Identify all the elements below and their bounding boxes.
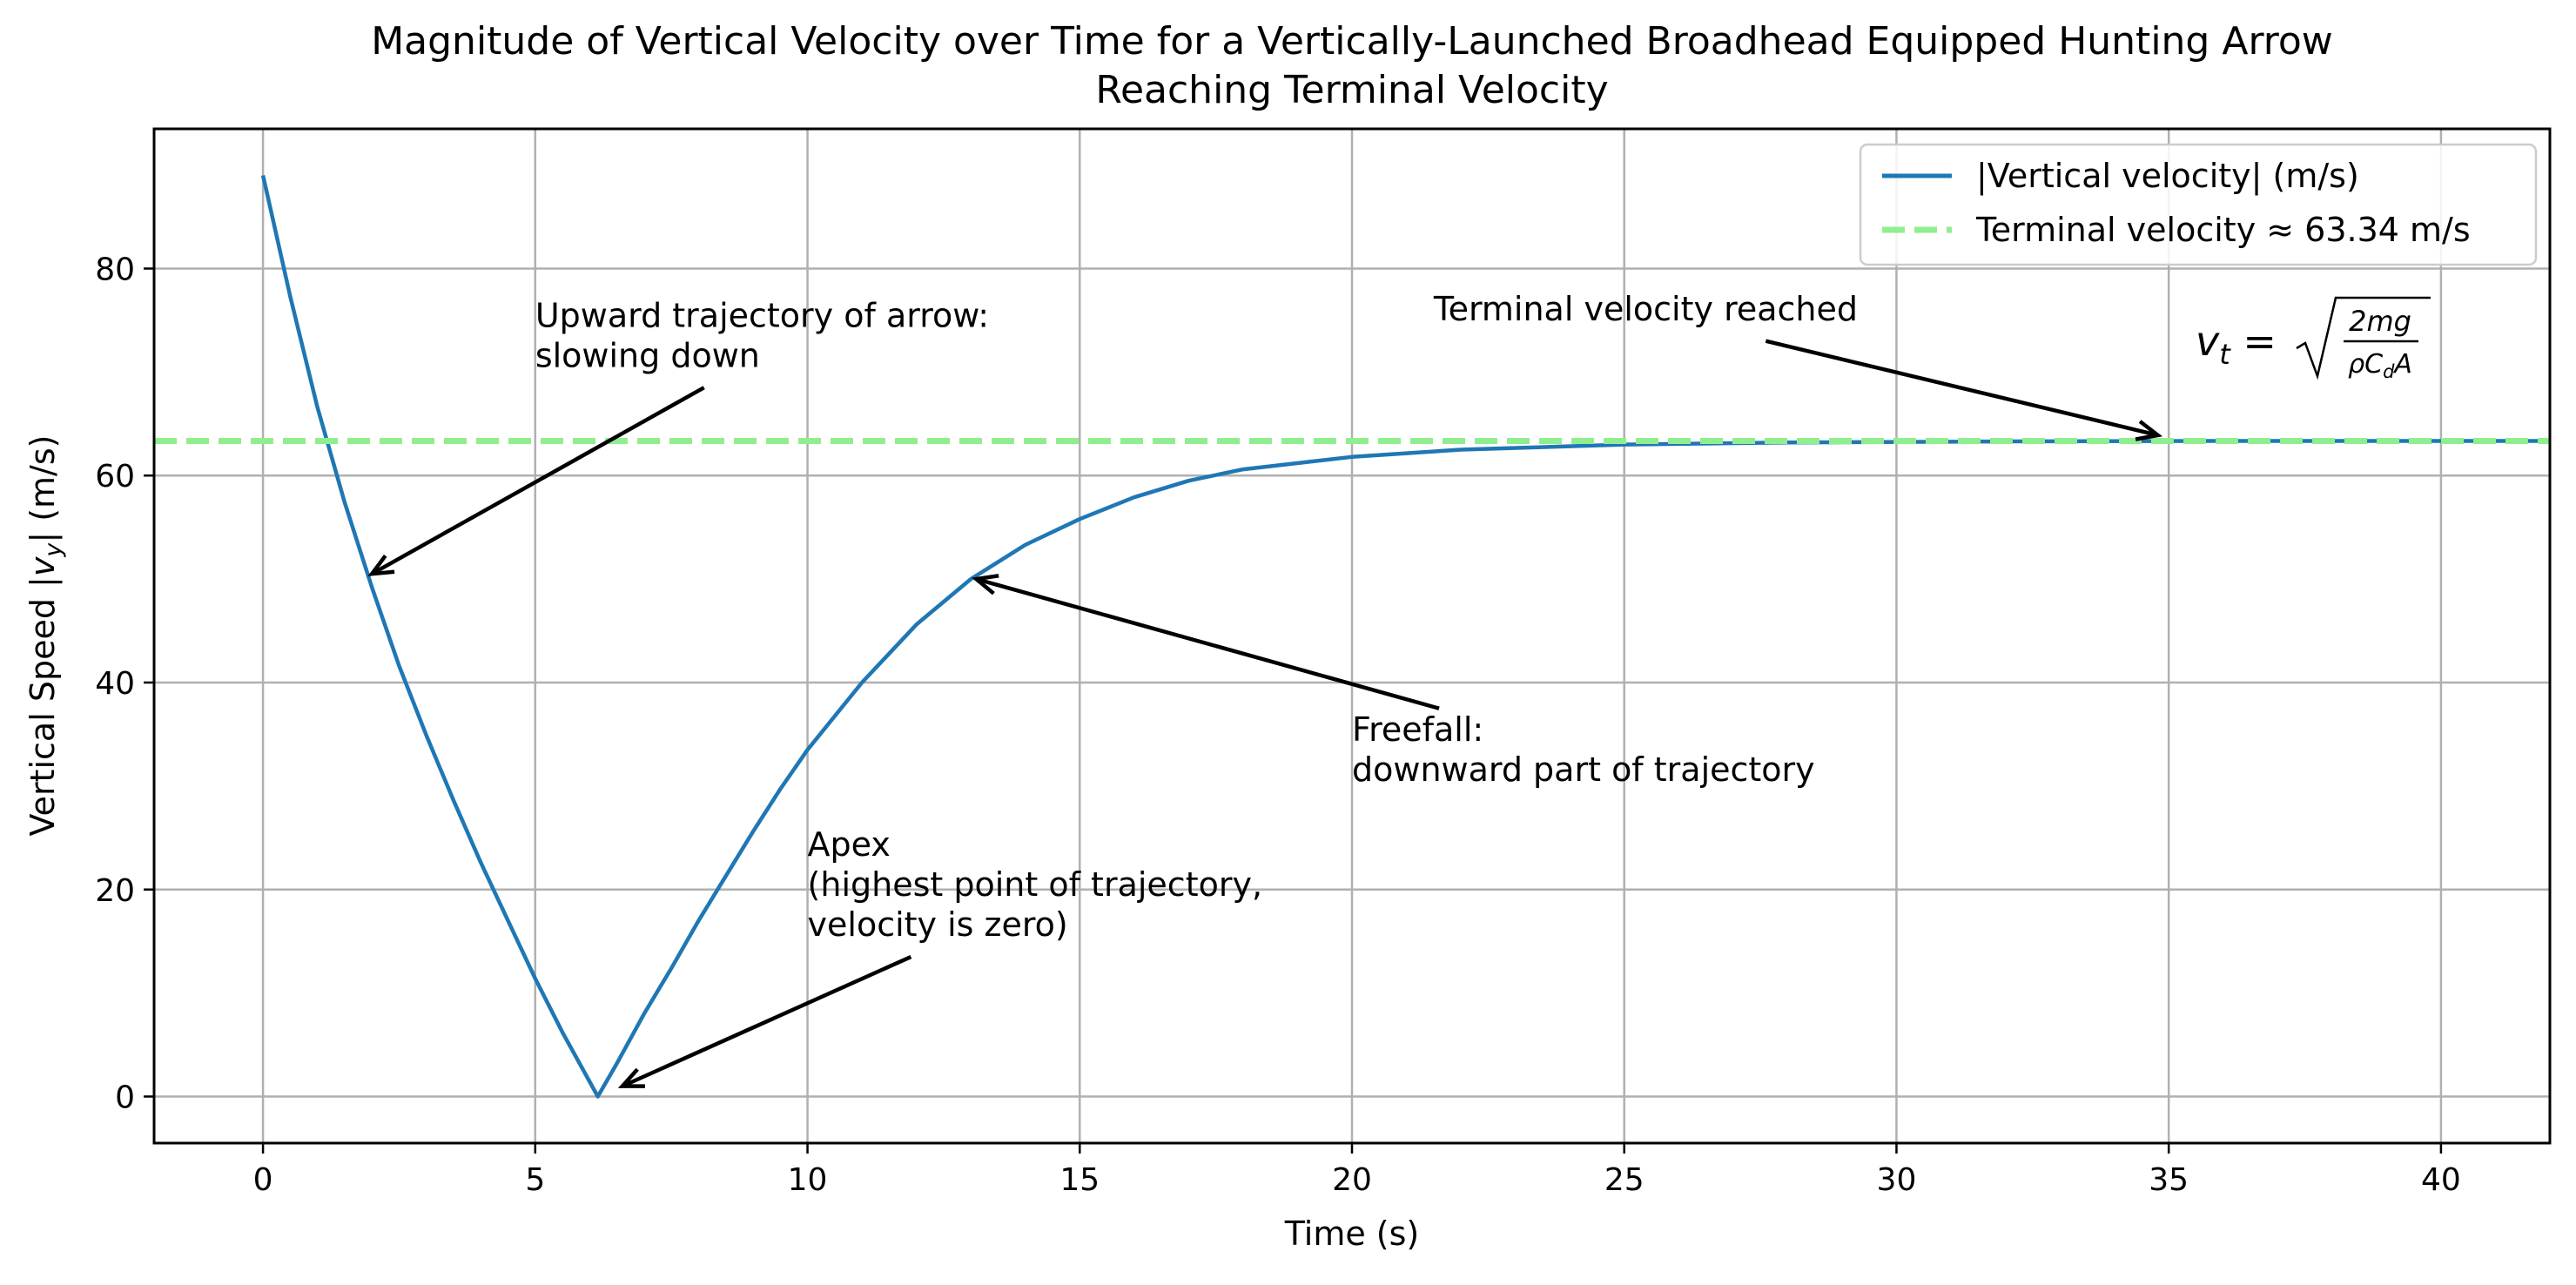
annotation-upward: Upward trajectory of arrow: slowing down — [535, 296, 989, 374]
annotation-apex: Apex (highest point of trajectory, velocit… — [808, 825, 1262, 944]
annotation-arrowhead-freefall — [972, 574, 999, 595]
annotation-arrow-freefall — [975, 576, 1440, 710]
y-tick-label: 0 — [115, 1080, 135, 1116]
annotation-arrowhead-apex — [617, 1067, 645, 1088]
annotation-line: Upward trajectory of arrow: — [535, 296, 989, 334]
annotation-line: (highest point of trajectory, — [808, 865, 1262, 904]
annotations: Upward trajectory of arrow: slowing down A… — [367, 290, 2163, 1088]
x-tick-label: 35 — [2149, 1162, 2189, 1198]
annotation-freefall: Freefall: downward part of trajectory — [1352, 710, 1815, 789]
y-tick-label: 60 — [95, 459, 135, 494]
x-axis-label: Time (s) — [1284, 1214, 1420, 1253]
chart-title-line1: Magnitude of Vertical Velocity over Time… — [371, 19, 2333, 64]
legend-box — [1859, 143, 2538, 266]
annotation-line: slowing down — [535, 336, 760, 374]
data-layer — [154, 175, 2550, 1099]
legend-label-terminal: Terminal velocity ≈ 63.34 m/s — [1975, 211, 2471, 249]
annotation-arrow-upward — [371, 386, 705, 576]
legend-label-velocity: |Vertical velocity| (m/s) — [1976, 157, 2359, 196]
x-tick-label: 0 — [253, 1162, 273, 1198]
annotation-line: Apex — [808, 825, 891, 864]
annotation-arrowhead-terminal — [2135, 420, 2163, 441]
annotation-line: Freefall: — [1352, 710, 1483, 749]
annotation-arrow-apex — [621, 954, 912, 1088]
x-tick-label: 15 — [1059, 1162, 1100, 1198]
axis-ticks: 0 5 10 15 20 25 30 35 40 0 20 40 60 80 — [95, 252, 2461, 1198]
chart-title-line2: Reaching Terminal Velocity — [1095, 68, 1608, 112]
x-tick-label: 30 — [1877, 1162, 1917, 1198]
formula-denominator: ρCdA — [2348, 349, 2412, 382]
y-axis-label: Vertical Speed |vy| (m/s) — [24, 435, 67, 837]
formula: vt = 2mg ρCdA — [2196, 296, 2431, 382]
x-tick-label: 5 — [525, 1162, 545, 1198]
y-tick-label: 40 — [95, 666, 135, 702]
annotation-line: Terminal velocity reached — [1433, 290, 1858, 328]
formula-radical — [2296, 296, 2431, 380]
y-tick-label: 20 — [95, 873, 135, 909]
x-tick-label: 40 — [2421, 1162, 2461, 1198]
plot-frame — [152, 127, 2552, 1145]
annotation-line: velocity is zero) — [808, 905, 1068, 944]
y-tick-label: 80 — [95, 252, 135, 287]
series-line-vertical-velocity — [260, 175, 2550, 1099]
annotation-arrowhead-upward — [367, 554, 395, 576]
annotation-line: downward part of trajectory — [1352, 750, 1815, 789]
formula-numerator: 2mg — [2349, 305, 2411, 338]
x-tick-label: 25 — [1604, 1162, 1644, 1198]
annotation-terminal: Terminal velocity reached — [1433, 290, 1858, 328]
formula-lhs: vt = — [2196, 318, 2277, 371]
grid-lines — [154, 129, 2550, 1143]
x-tick-label: 10 — [788, 1162, 828, 1198]
x-tick-label: 20 — [1332, 1162, 1372, 1198]
legend: |Vertical velocity| (m/s) Terminal veloc… — [1859, 143, 2538, 266]
annotation-arrow-terminal — [1765, 339, 2159, 438]
